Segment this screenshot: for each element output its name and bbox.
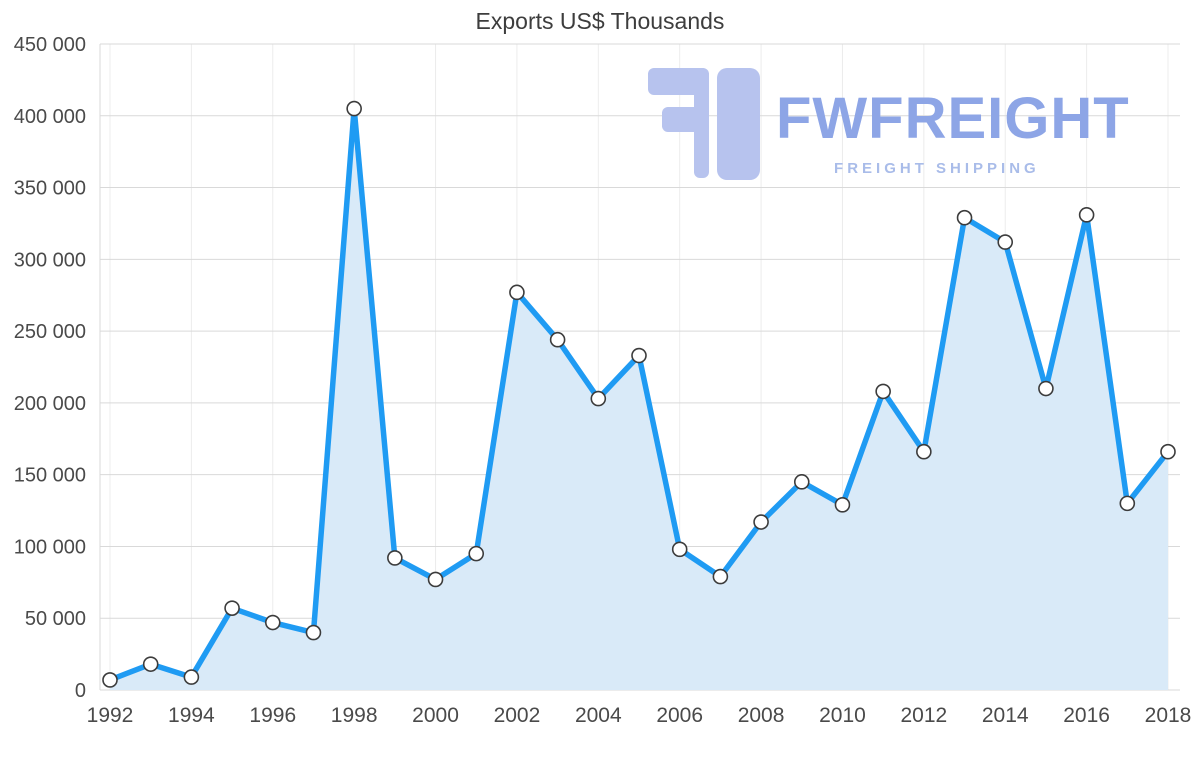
svg-text:2004: 2004 xyxy=(575,704,622,727)
svg-text:2016: 2016 xyxy=(1063,704,1110,727)
svg-text:250 000: 250 000 xyxy=(14,321,86,343)
svg-text:200 000: 200 000 xyxy=(14,393,86,415)
brand-text-block: FWFREIGHT FREIGHT SHIPPING xyxy=(776,86,1130,178)
svg-text:50 000: 50 000 xyxy=(25,608,86,630)
svg-text:2008: 2008 xyxy=(738,704,785,727)
svg-text:2012: 2012 xyxy=(900,704,947,727)
svg-text:150 000: 150 000 xyxy=(14,465,86,487)
svg-text:2014: 2014 xyxy=(982,704,1029,727)
svg-text:400 000: 400 000 xyxy=(14,106,86,128)
svg-text:2018: 2018 xyxy=(1145,704,1192,727)
svg-text:1994: 1994 xyxy=(168,704,215,727)
brand-logo: FWFREIGHT FREIGHT SHIPPING xyxy=(648,66,1130,182)
svg-text:350 000: 350 000 xyxy=(14,178,86,200)
svg-text:100 000: 100 000 xyxy=(14,536,86,558)
svg-text:1996: 1996 xyxy=(249,704,296,727)
svg-text:0: 0 xyxy=(75,680,86,702)
svg-text:2010: 2010 xyxy=(819,704,866,727)
svg-text:2002: 2002 xyxy=(494,704,541,727)
brand-tagline: FREIGHT SHIPPING xyxy=(834,160,1040,177)
svg-text:300 000: 300 000 xyxy=(14,249,86,271)
svg-text:1998: 1998 xyxy=(331,704,378,727)
svg-text:2006: 2006 xyxy=(656,704,703,727)
brand-name: FWFREIGHT xyxy=(776,86,1130,151)
fwfreight-logo-icon xyxy=(648,68,760,180)
chart-title: Exports US$ Thousands xyxy=(475,8,725,34)
svg-text:450 000: 450 000 xyxy=(14,34,86,56)
svg-text:2000: 2000 xyxy=(412,704,459,727)
svg-text:1992: 1992 xyxy=(87,704,134,727)
